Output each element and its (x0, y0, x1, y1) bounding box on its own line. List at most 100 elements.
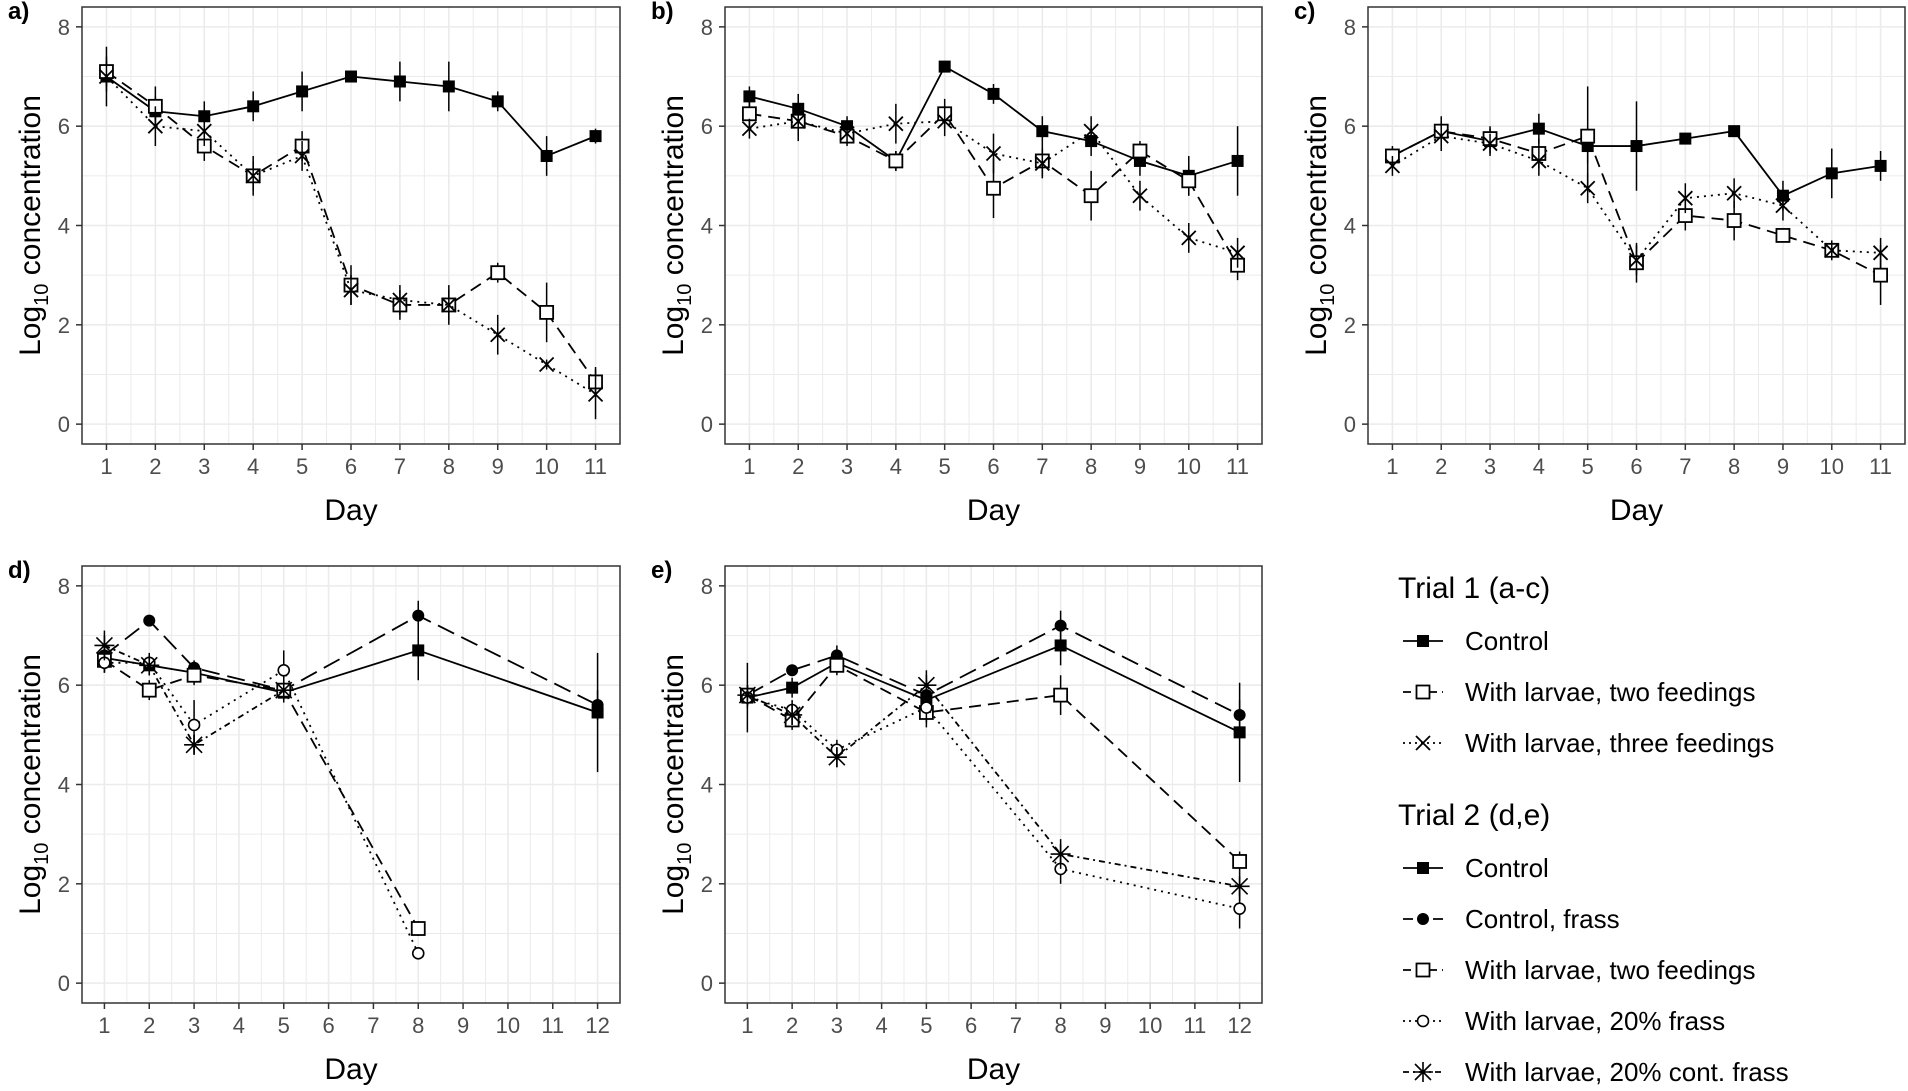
y-tick-label: 2 (1344, 313, 1356, 338)
legend-title-trial2: Trial 2 (d,e) (1398, 799, 1550, 832)
data-point (1036, 125, 1049, 138)
y-tick-label: 4 (1344, 214, 1356, 239)
data-point (1433, 128, 1449, 144)
data-point (1580, 128, 1596, 144)
data-point (1233, 902, 1246, 915)
x-tick-label: 10 (1177, 454, 1201, 479)
legend-entry-trial2-contfrass: With larvae, 20% cont. frass (1403, 1057, 1789, 1087)
legend-entry-trial2-frass: With larvae, 20% frass (1403, 1006, 1725, 1036)
data-point (826, 747, 847, 768)
legend-key-marker (1413, 1062, 1433, 1082)
data-point (916, 675, 937, 696)
x-tick-label: 3 (841, 454, 853, 479)
data-point (139, 655, 160, 676)
data-point (296, 85, 309, 98)
x-tick-label: 3 (198, 454, 210, 479)
x-tick-label: 7 (367, 1013, 379, 1038)
x-tick-label: 4 (876, 1013, 888, 1038)
data-point (1532, 122, 1545, 135)
y-axis-title: Log10 concentration (14, 654, 53, 915)
grid (724, 566, 1263, 1003)
series-line (104, 649, 598, 714)
data-point (1825, 167, 1838, 180)
x-tick-label: 10 (496, 1013, 520, 1038)
legend-entry-trial1-two: With larvae, two feedings (1403, 677, 1755, 707)
x-tick-label: 5 (920, 1013, 932, 1038)
y-tick-label: 4 (58, 773, 70, 798)
y-tick-label: 0 (58, 412, 70, 437)
data-point (247, 100, 260, 113)
series-line (103, 614, 598, 706)
legend-key-marker (1415, 735, 1431, 751)
data-point (587, 386, 604, 402)
x-tick-label: 6 (322, 1013, 334, 1038)
series-line (747, 644, 1241, 734)
x-tick-label: 12 (1227, 1013, 1251, 1038)
y-tick-label: 6 (58, 673, 70, 698)
legend-label: With larvae, 20% cont. frass (1465, 1057, 1789, 1087)
x-tick-label: 6 (345, 454, 357, 479)
x-tick-label: 8 (1728, 454, 1740, 479)
y-tick-label: 4 (58, 214, 70, 239)
panel-a: 0 2 4 6 8 1 2 3 4 5 6 7 8 9 10 11 Day Log10 concentration… (8, 0, 621, 527)
data-point (1132, 188, 1148, 204)
data-point (143, 614, 156, 627)
x-tick-label: 4 (247, 454, 259, 479)
legend-key-marker (1417, 862, 1429, 874)
x-tick-label: 2 (786, 1013, 798, 1038)
data-point (1232, 854, 1248, 869)
data-point (741, 121, 758, 137)
x-tick-label: 2 (792, 454, 804, 479)
data-point (888, 116, 904, 132)
data-point (1775, 228, 1791, 243)
panel-b: 0 2 4 6 8 1 2 3 4 5 6 7 8 9 10 11 Day Log10 concentration… (651, 0, 1263, 527)
x-tick-label: 9 (492, 454, 504, 479)
y-tick-label: 2 (58, 872, 70, 897)
data-point (343, 282, 359, 298)
data-point (147, 118, 164, 134)
x-tick-label: 9 (457, 1013, 469, 1038)
legend-entry-trial2-frassctl: Control, frass (1403, 904, 1620, 934)
y-axis-title: Log10 concentration (657, 654, 696, 915)
x-tick-label: 5 (296, 454, 308, 479)
x-tick-label: 4 (1533, 454, 1545, 479)
data-point (1726, 185, 1742, 201)
legend-label: Control, frass (1465, 904, 1620, 934)
data-point (1630, 140, 1643, 153)
y-tick-label: 4 (701, 214, 713, 239)
panel-label: e) (651, 557, 672, 584)
x-axis-title: Day (324, 1053, 377, 1086)
x-tick-label: 1 (1386, 454, 1398, 479)
y-tick-label: 2 (701, 313, 713, 338)
legend-key-marker (1417, 913, 1429, 925)
data-point (1050, 844, 1071, 865)
data-point (1531, 153, 1547, 169)
x-tick-label: 10 (534, 454, 558, 479)
x-tick-label: 10 (1138, 1013, 1162, 1038)
y-tick-label: 4 (701, 773, 713, 798)
data-point (1181, 230, 1197, 246)
x-tick-label: 8 (1085, 454, 1097, 479)
data-point (888, 153, 904, 169)
data-point (839, 125, 855, 142)
grid (724, 7, 1263, 444)
data-point (540, 149, 553, 162)
x-tick-label: 5 (278, 1013, 290, 1038)
legend-entries: Control With larvae, two feedings With lar… (1403, 626, 1789, 1087)
y-tick-label: 8 (1344, 15, 1356, 40)
x-tick-label: 4 (233, 1013, 245, 1038)
y-tick-label: 6 (58, 114, 70, 139)
panel-label: c) (1294, 0, 1315, 25)
data-point (1233, 708, 1246, 721)
data-point (441, 297, 457, 313)
data-point (1053, 687, 1069, 703)
data-point (1054, 639, 1067, 652)
series-three (98, 61, 604, 420)
data-point (184, 734, 205, 755)
x-tick-label: 9 (1099, 1013, 1111, 1038)
x-tick-label: 11 (584, 454, 607, 479)
legend-key-marker (1417, 635, 1429, 647)
